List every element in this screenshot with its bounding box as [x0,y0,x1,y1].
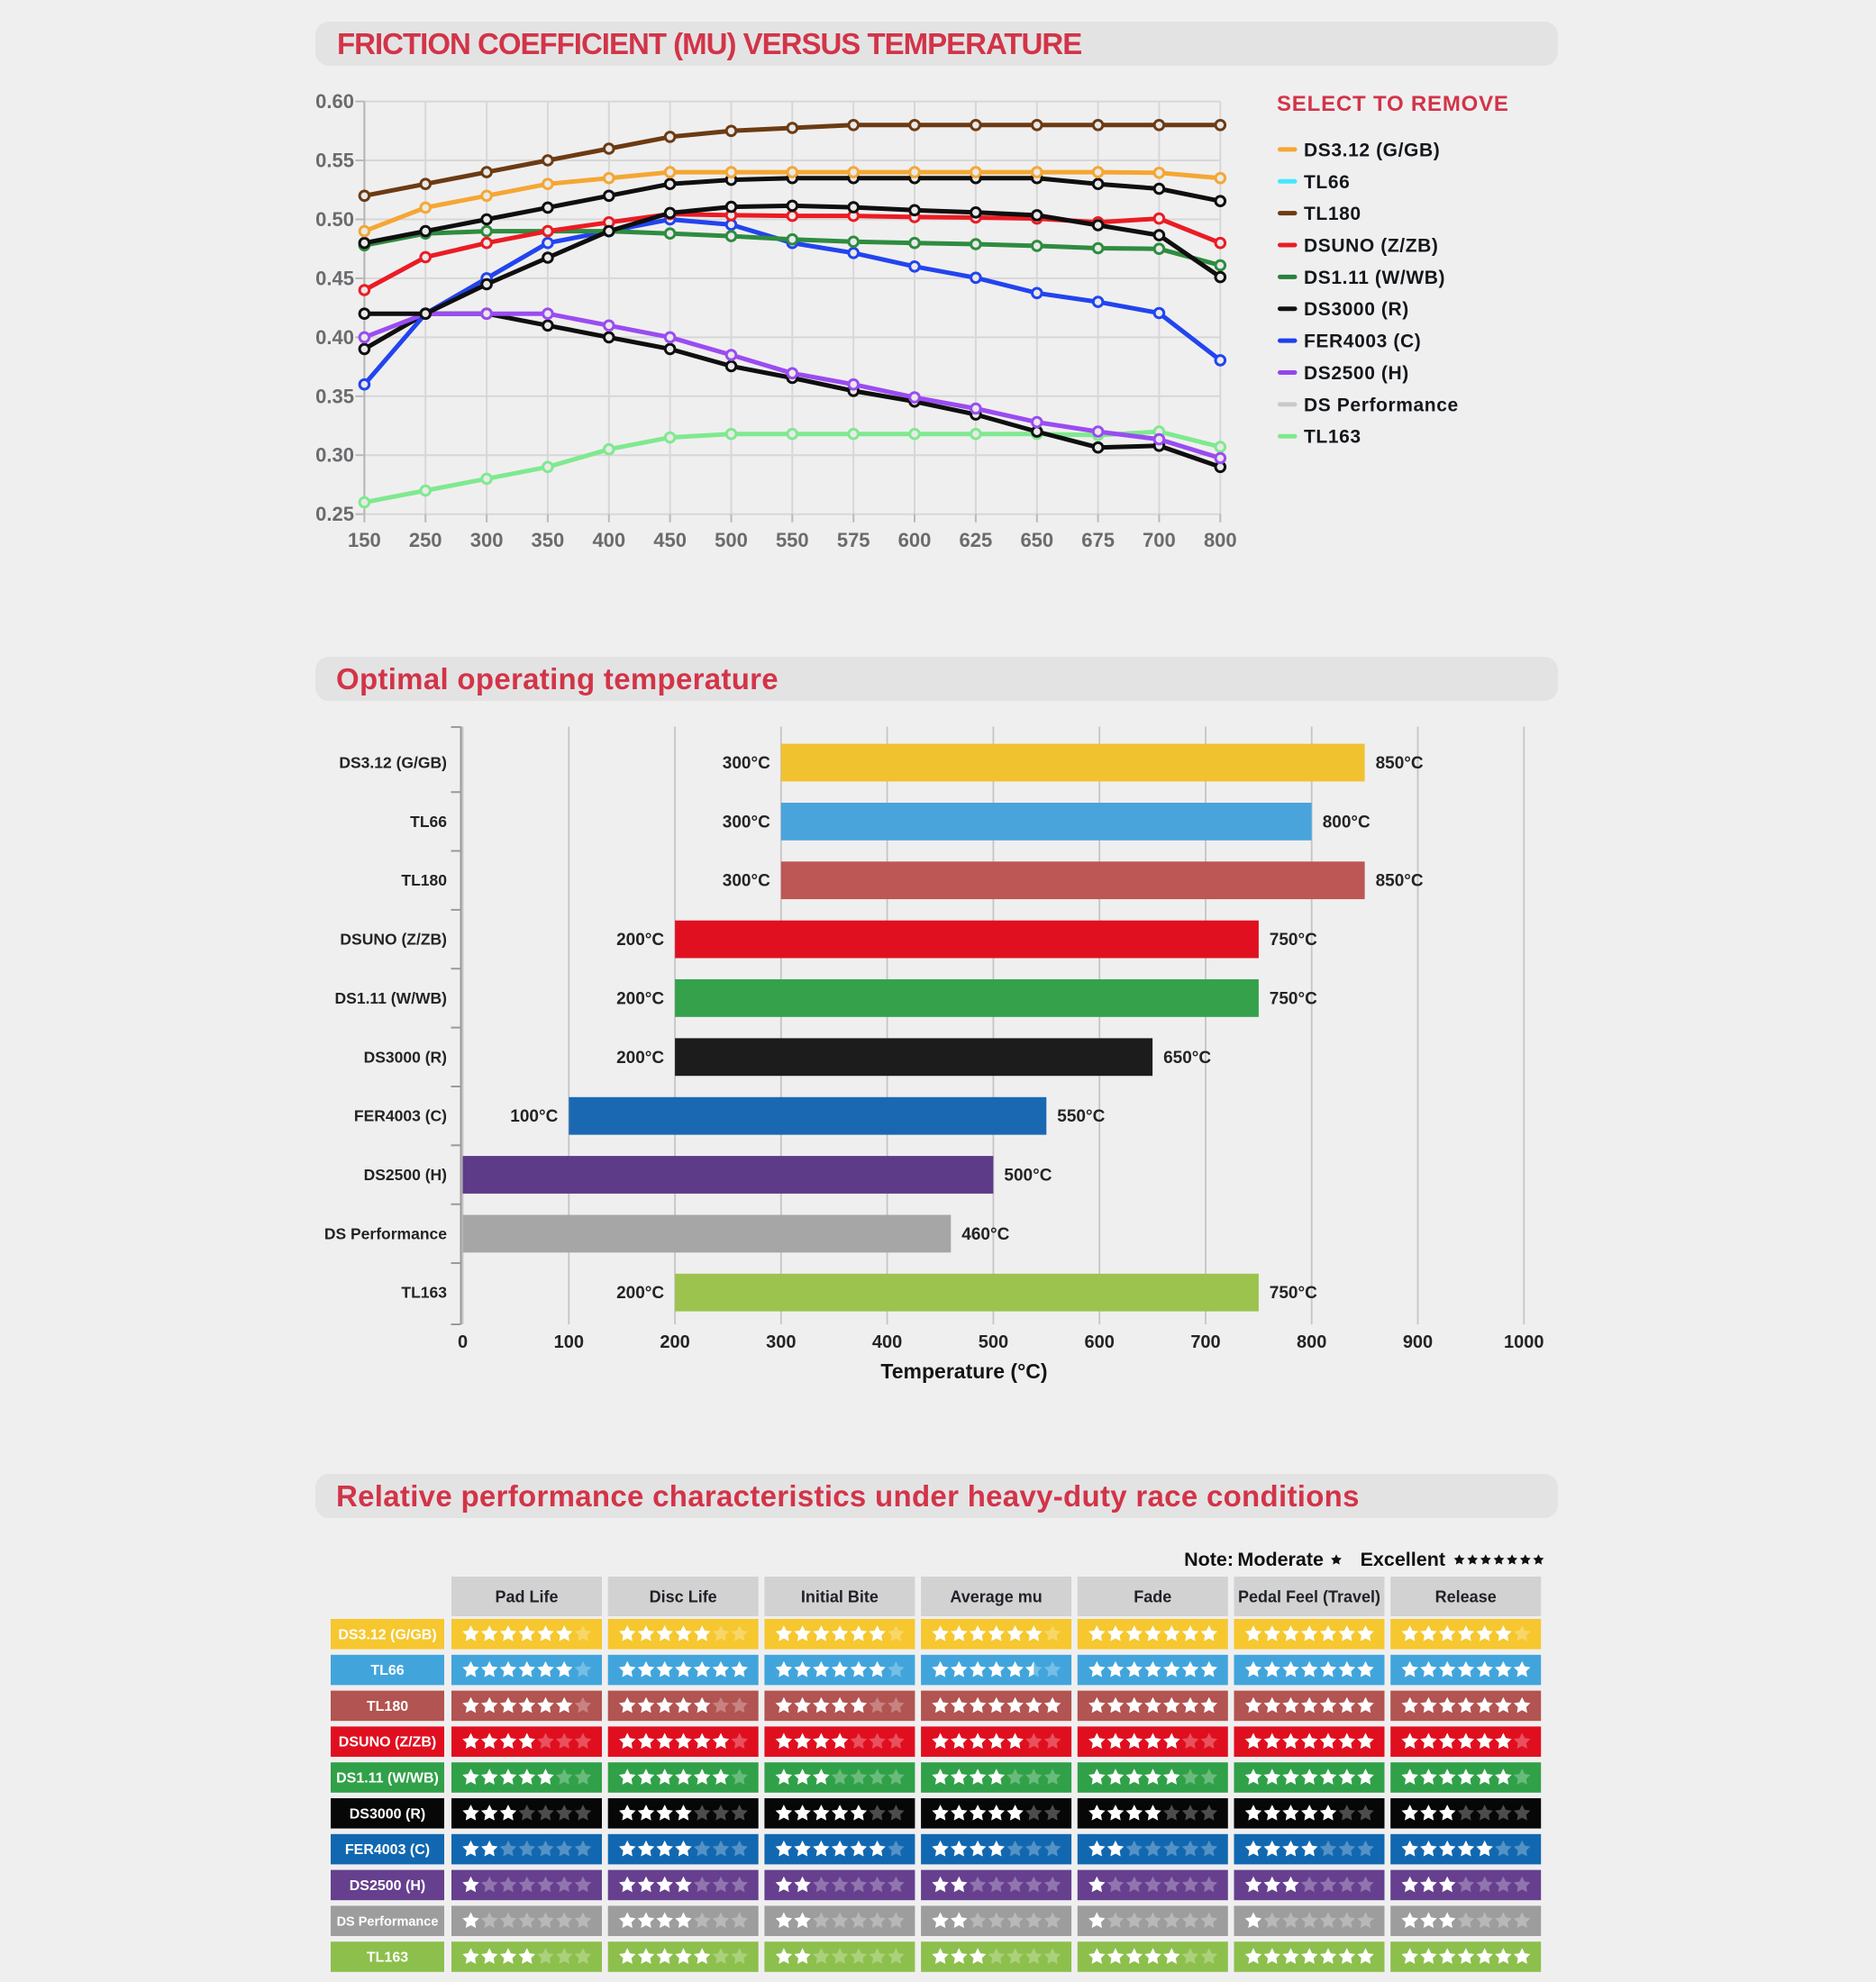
svg-text:200°C: 200°C [616,931,664,950]
svg-text:DS1.11 (W/WB): DS1.11 (W/WB) [335,989,447,1007]
svg-text:150: 150 [348,529,381,551]
svg-text:TL66: TL66 [410,813,447,831]
svg-text:500: 500 [715,529,748,551]
svg-text:DSUNO (Z/ZB): DSUNO (Z/ZB) [340,931,447,949]
svg-text:200°C: 200°C [616,1049,664,1068]
svg-text:FER4003 (C): FER4003 (C) [1304,332,1421,352]
svg-text:DS Performance: DS Performance [337,1915,439,1930]
svg-text:550°C: 550°C [1057,1107,1105,1126]
svg-text:FER4003 (C): FER4003 (C) [345,1842,430,1858]
svg-text:DS3000 (R): DS3000 (R) [1304,299,1409,320]
svg-text:Temperature (°C): Temperature (°C) [880,1359,1047,1383]
svg-text:850°C: 850°C [1376,872,1424,891]
svg-text:DS3000 (R): DS3000 (R) [364,1048,447,1066]
svg-text:300: 300 [766,1332,796,1352]
svg-text:Moderate: Moderate [1237,1549,1324,1570]
svg-text:Initial Bite: Initial Bite [801,1588,879,1606]
svg-text:DS3.12 (G/GB): DS3.12 (G/GB) [338,1627,436,1642]
svg-text:0.35: 0.35 [315,385,354,407]
svg-text:Fade: Fade [1134,1588,1171,1606]
svg-text:0.30: 0.30 [315,444,354,467]
svg-text:300: 300 [470,529,504,551]
svg-text:Relative performance character: Relative performance characteristics und… [336,1479,1360,1513]
svg-text:TL180: TL180 [367,1699,408,1714]
svg-text:650: 650 [1020,529,1053,551]
svg-text:100°C: 100°C [510,1107,558,1126]
svg-text:TL180: TL180 [401,871,447,889]
svg-text:800: 800 [1204,529,1237,551]
svg-text:400: 400 [592,529,625,551]
svg-text:850°C: 850°C [1376,754,1424,773]
svg-text:Optimal operating temperature: Optimal operating temperature [336,662,779,696]
svg-text:Note:: Note: [1184,1549,1234,1570]
svg-text:460°C: 460°C [961,1225,1009,1244]
svg-text:DS3.12 (G/GB): DS3.12 (G/GB) [339,754,447,772]
svg-text:500: 500 [979,1332,1008,1352]
svg-text:200°C: 200°C [616,989,664,1008]
svg-text:625: 625 [960,529,993,551]
svg-text:300°C: 300°C [723,813,770,832]
svg-text:500°C: 500°C [1004,1167,1052,1186]
svg-text:DS2500 (H): DS2500 (H) [350,1878,425,1894]
svg-text:0: 0 [458,1332,468,1352]
svg-text:600: 600 [1085,1332,1115,1352]
svg-text:350: 350 [532,529,565,551]
svg-text:Pedal Feel (Travel): Pedal Feel (Travel) [1238,1588,1380,1606]
svg-text:TL66: TL66 [1304,172,1350,193]
svg-text:Pad Life: Pad Life [495,1588,558,1606]
svg-text:0.50: 0.50 [315,208,354,231]
svg-text:TL163: TL163 [401,1284,447,1302]
svg-text:800: 800 [1297,1332,1326,1352]
svg-text:250: 250 [409,529,442,551]
svg-text:650°C: 650°C [1163,1049,1211,1068]
svg-text:100: 100 [554,1332,584,1352]
svg-text:SELECT TO REMOVE: SELECT TO REMOVE [1277,92,1509,116]
svg-text:400: 400 [872,1332,902,1352]
svg-text:0.45: 0.45 [315,267,354,289]
svg-text:DS Performance: DS Performance [1304,395,1459,415]
svg-text:TL163: TL163 [1304,427,1361,448]
svg-text:DS3000 (R): DS3000 (R) [350,1806,425,1822]
svg-text:FER4003 (C): FER4003 (C) [354,1107,447,1125]
svg-text:575: 575 [837,529,870,551]
svg-text:DS Performance: DS Performance [324,1224,447,1242]
svg-text:750°C: 750°C [1270,931,1317,950]
svg-text:DSUNO (Z/ZB): DSUNO (Z/ZB) [339,1735,436,1750]
svg-text:Excellent: Excellent [1361,1549,1445,1570]
svg-text:0.40: 0.40 [315,326,354,349]
svg-text:300°C: 300°C [723,872,770,891]
svg-text:DS1.11 (W/WB): DS1.11 (W/WB) [1304,268,1445,288]
svg-text:675: 675 [1081,529,1115,551]
svg-text:900: 900 [1403,1332,1433,1352]
svg-text:300°C: 300°C [723,754,770,773]
svg-text:0.60: 0.60 [315,90,354,113]
svg-text:DS3.12 (G/GB): DS3.12 (G/GB) [1304,140,1440,160]
svg-text:DS1.11 (W/WB): DS1.11 (W/WB) [336,1771,439,1787]
svg-text:800°C: 800°C [1323,813,1371,832]
svg-text:550: 550 [776,529,809,551]
svg-text:600: 600 [898,529,932,551]
svg-text:450: 450 [653,529,687,551]
svg-text:0.25: 0.25 [315,503,354,525]
svg-text:700: 700 [1190,1332,1220,1352]
svg-text:0.55: 0.55 [315,150,354,172]
svg-text:200°C: 200°C [616,1284,664,1303]
svg-text:1000: 1000 [1504,1332,1544,1352]
svg-text:Disc Life: Disc Life [650,1588,717,1606]
svg-text:750°C: 750°C [1270,989,1317,1008]
svg-text:DSUNO (Z/ZB): DSUNO (Z/ZB) [1304,236,1439,257]
svg-text:DS2500 (H): DS2500 (H) [364,1166,447,1184]
svg-text:TL66: TL66 [370,1663,404,1678]
svg-text:Release: Release [1435,1588,1497,1606]
svg-text:TL180: TL180 [1304,204,1361,224]
svg-text:700: 700 [1143,529,1176,551]
svg-text:DS2500 (H): DS2500 (H) [1304,363,1409,384]
svg-text:FRICTION COEFFICIENT (MU) VERS: FRICTION COEFFICIENT (MU) VERSUS TEMPERA… [337,27,1081,60]
svg-text:TL163: TL163 [367,1950,408,1966]
svg-text:Average mu: Average mu [950,1588,1042,1606]
svg-text:200: 200 [660,1332,689,1352]
svg-text:750°C: 750°C [1270,1284,1317,1303]
